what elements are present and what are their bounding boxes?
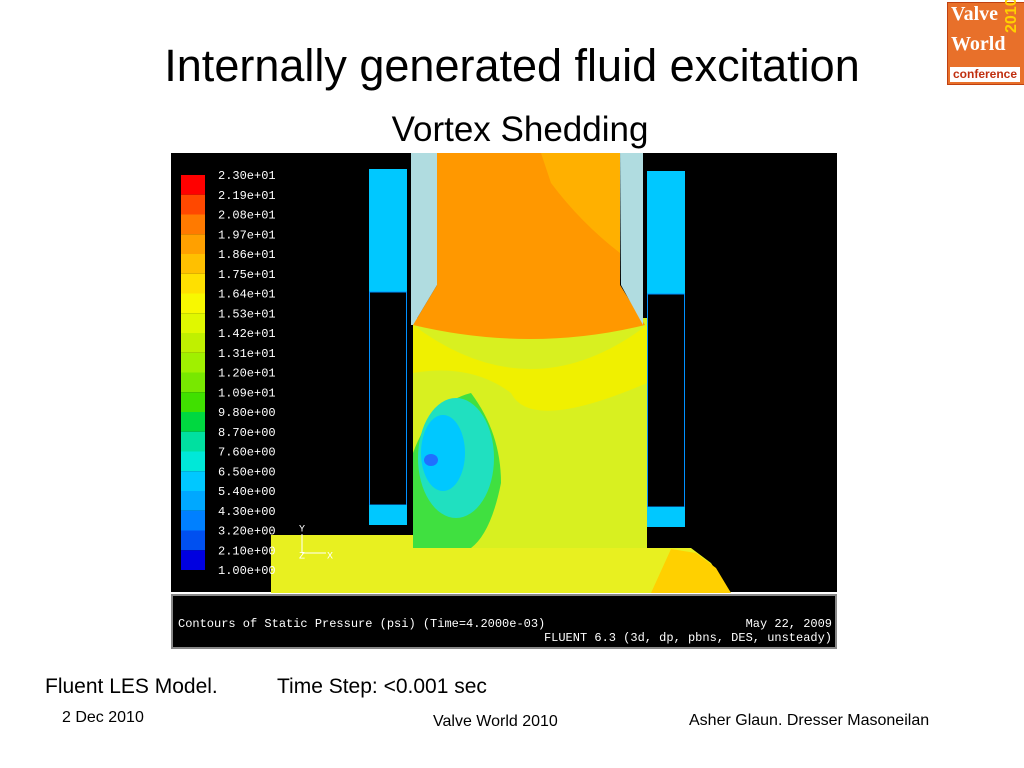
footer-date: 2 Dec 2010: [62, 709, 144, 726]
left-block: [369, 291, 407, 506]
legend-swatch: [181, 333, 205, 353]
legend-label: 1.86e+01: [218, 248, 276, 262]
legend-swatch: [181, 194, 205, 215]
legend-label: 1.53e+01: [218, 307, 276, 321]
legend-swatch: [181, 175, 205, 195]
channel: [271, 535, 731, 593]
footer-event: Valve World 2010: [433, 713, 558, 730]
axis-label: Y: [299, 525, 305, 536]
right-wall: [620, 153, 643, 325]
legend-swatch: [181, 313, 205, 333]
left-wall: [411, 153, 437, 325]
cfd-figure: Y Z X 2.30e+01 2.19e+01 2.08e+01 1.97e+01 1.…: [171, 153, 837, 649]
legend-swatch: [181, 293, 205, 314]
legend-label: 1.64e+01: [218, 288, 276, 302]
legend-label: 2.30e+01: [218, 169, 276, 183]
logo-text: Valve: [951, 3, 999, 25]
right-block: [647, 171, 685, 294]
note: Time Step: <0.001 sec: [277, 675, 487, 698]
figure-date: May 22, 2009: [746, 617, 832, 631]
legend-swatch: [181, 392, 205, 412]
legend-swatch: [181, 530, 205, 551]
orange-light: [541, 153, 620, 253]
axis-label: X: [327, 552, 333, 563]
logo-tag: conference: [950, 67, 1020, 82]
left-block: [369, 505, 407, 525]
legend-label: 5.40e+00: [218, 485, 276, 499]
legend-label: 1.97e+01: [218, 228, 276, 242]
channel-high: [651, 549, 731, 593]
footer-author: Asher Glaun. Dresser Masoneilan: [689, 712, 930, 729]
legend-swatch: [181, 352, 205, 373]
legend-label: 4.30e+00: [218, 505, 276, 519]
legend-label: 8.70e+00: [218, 426, 276, 440]
logo-text: World: [951, 33, 1006, 55]
legend-swatch: [181, 431, 205, 452]
figure-caption: Contours of Static Pressure (psi) (Time=…: [178, 617, 545, 631]
legend-label: 1.20e+01: [218, 367, 276, 381]
legend-swatch: [181, 491, 205, 511]
right-block: [647, 507, 685, 527]
legend-swatch: [181, 550, 205, 570]
vortex-core: [424, 454, 438, 466]
legend-label: 1.31e+01: [218, 347, 276, 361]
legend-swatch: [181, 234, 205, 254]
legend-swatch: [181, 471, 205, 491]
legend-swatch: [181, 273, 205, 294]
legend-label: 1.00e+00: [218, 564, 276, 578]
note: Fluent LES Model.: [45, 675, 218, 698]
subtitle: Vortex Shedding: [391, 110, 649, 149]
legend-swatch: [181, 254, 205, 274]
legend-swatch: [181, 510, 205, 531]
title: Internally generated fluid excitation: [164, 40, 860, 91]
legend-swatch: [181, 412, 205, 432]
axis-label: Z: [299, 552, 305, 563]
legend-label: 2.10e+00: [218, 544, 276, 558]
vortex: [421, 415, 465, 491]
left-block: [369, 169, 407, 292]
legend-swatch: [181, 214, 205, 235]
legend-swatch: [181, 372, 205, 393]
legend-label: 9.80e+00: [218, 406, 276, 420]
legend-label: 6.50e+00: [218, 465, 276, 479]
legend-label: 1.42e+01: [218, 327, 276, 341]
figure-solver: FLUENT 6.3 (3d, dp, pbns, DES, unsteady): [544, 631, 832, 645]
info-bar: [171, 594, 837, 649]
legend-swatch: [181, 451, 205, 472]
yellow-band: [413, 325, 647, 411]
logo: Valve World 2010 conference: [947, 0, 1024, 85]
logo-year: 2010: [1003, 0, 1020, 33]
legend: 2.30e+01 2.19e+01 2.08e+01 1.97e+01 1.86e+01…: [181, 169, 276, 578]
right-block: [647, 293, 685, 508]
legend-label: 1.75e+01: [218, 268, 276, 282]
legend-label: 7.60e+00: [218, 446, 276, 460]
legend-label: 3.20e+00: [218, 525, 276, 539]
legend-label: 2.08e+01: [218, 209, 276, 223]
legend-label: 2.19e+01: [218, 189, 276, 203]
legend-label: 1.09e+01: [218, 386, 276, 400]
